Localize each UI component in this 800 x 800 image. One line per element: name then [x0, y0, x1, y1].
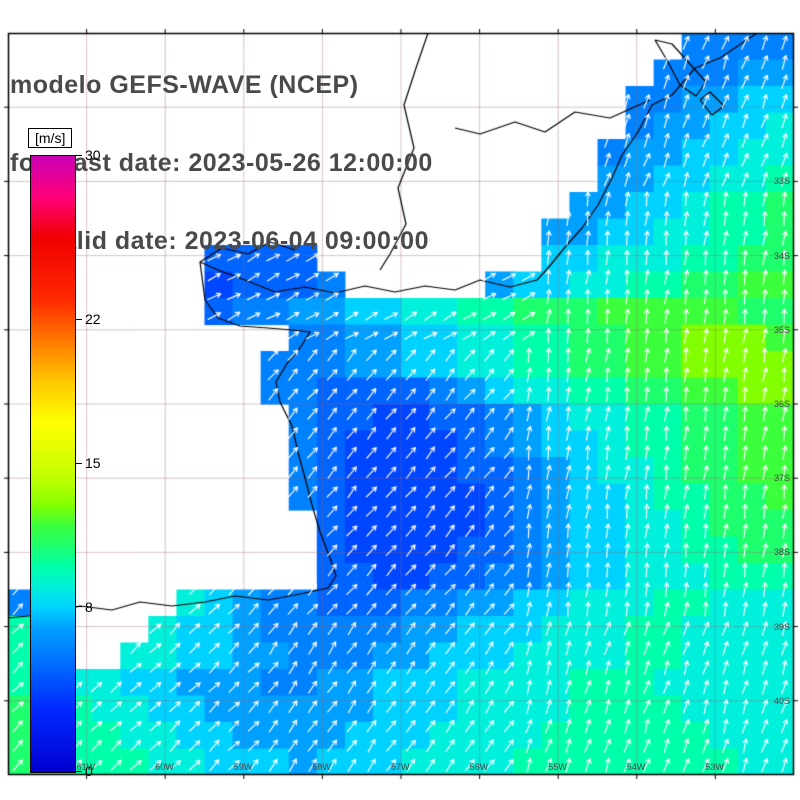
lat-tick-label: 40S — [773, 695, 790, 706]
colorbar-tick-label: 15 — [85, 455, 101, 471]
model-title: modelo GEFS-WAVE (NCEP) — [10, 71, 359, 99]
lat-tick-label: 34S — [773, 250, 790, 261]
lon-tick-label: 59W — [233, 762, 253, 772]
colorbar-tick-mark — [76, 770, 82, 772]
lon-tick-label: 54W — [626, 762, 646, 772]
colorbar-tick-mark — [76, 318, 82, 320]
lat-tick-label: 35S — [773, 324, 790, 335]
colorbar-gradient — [30, 155, 76, 773]
lat-tick-label: 37S — [773, 473, 790, 484]
colorbar-tick-mark — [76, 606, 82, 608]
lon-tick-label: 58W — [312, 762, 331, 772]
colorbar-unit-label: [m/s] — [28, 128, 73, 148]
lon-tick-label: 57W — [391, 762, 410, 772]
lon-tick-label: 53W — [705, 762, 724, 772]
colorbar: [m/s] 30 22 15 8 0 — [28, 128, 148, 788]
colorbar-tick-mark — [76, 462, 82, 464]
lat-tick-label: 36S — [773, 399, 790, 409]
colorbar-tick-label: 8 — [85, 598, 93, 615]
lat-tick-label: 38S — [773, 547, 790, 558]
lat-tick-label: 33S — [773, 176, 790, 187]
lon-tick-label: 56W — [469, 762, 489, 772]
lon-tick-label: 60W — [155, 762, 174, 772]
colorbar-tick-label: 30 — [85, 147, 101, 163]
lat-tick-label: 39S — [773, 621, 790, 632]
lon-tick-label: 55W — [548, 762, 567, 772]
lon-tick-label: 61W — [76, 762, 96, 772]
colorbar-tick-label: 0 — [85, 763, 93, 779]
colorbar-tick-mark — [76, 154, 82, 156]
colorbar-tick-label: 22 — [85, 311, 101, 328]
